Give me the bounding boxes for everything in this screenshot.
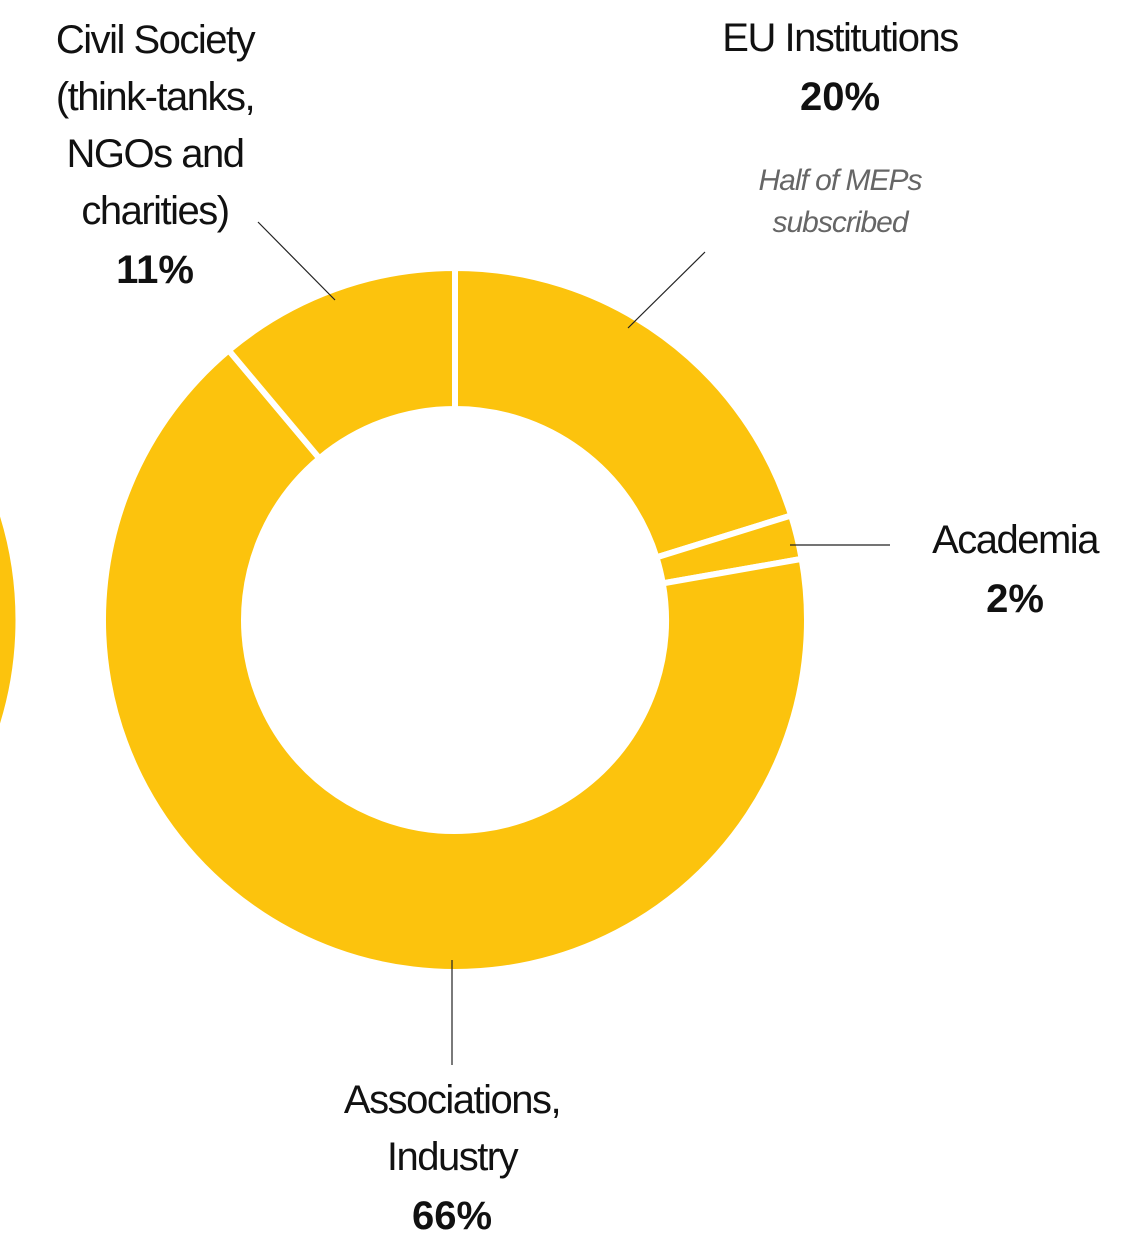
segment-label: Civil Society (think-tanks, NGOs and cha… xyxy=(30,12,280,299)
value-label: 2% xyxy=(986,577,1044,621)
category-label: Civil Society (think-tanks, NGOs and cha… xyxy=(55,18,256,233)
value-label: 11% xyxy=(116,248,194,292)
category-label: Associations, Industry xyxy=(343,1078,562,1179)
segment-label: Academia 2% xyxy=(900,512,1121,628)
value-label: 20% xyxy=(799,75,881,119)
segment-label: Associations, Industry 66% xyxy=(302,1072,602,1245)
donut-segment xyxy=(100,346,810,975)
annotation: Half of MEPs subscribed xyxy=(758,164,922,239)
value-label: 66% xyxy=(411,1194,493,1238)
category-label: EU Institutions xyxy=(722,16,959,60)
leader-line xyxy=(627,251,706,329)
leader-line xyxy=(257,221,336,301)
segment-label: EU Institutions 20% xyxy=(690,10,990,126)
donut-segment xyxy=(224,264,458,463)
donut-segment xyxy=(452,264,795,562)
category-label: Academia xyxy=(932,518,1099,562)
